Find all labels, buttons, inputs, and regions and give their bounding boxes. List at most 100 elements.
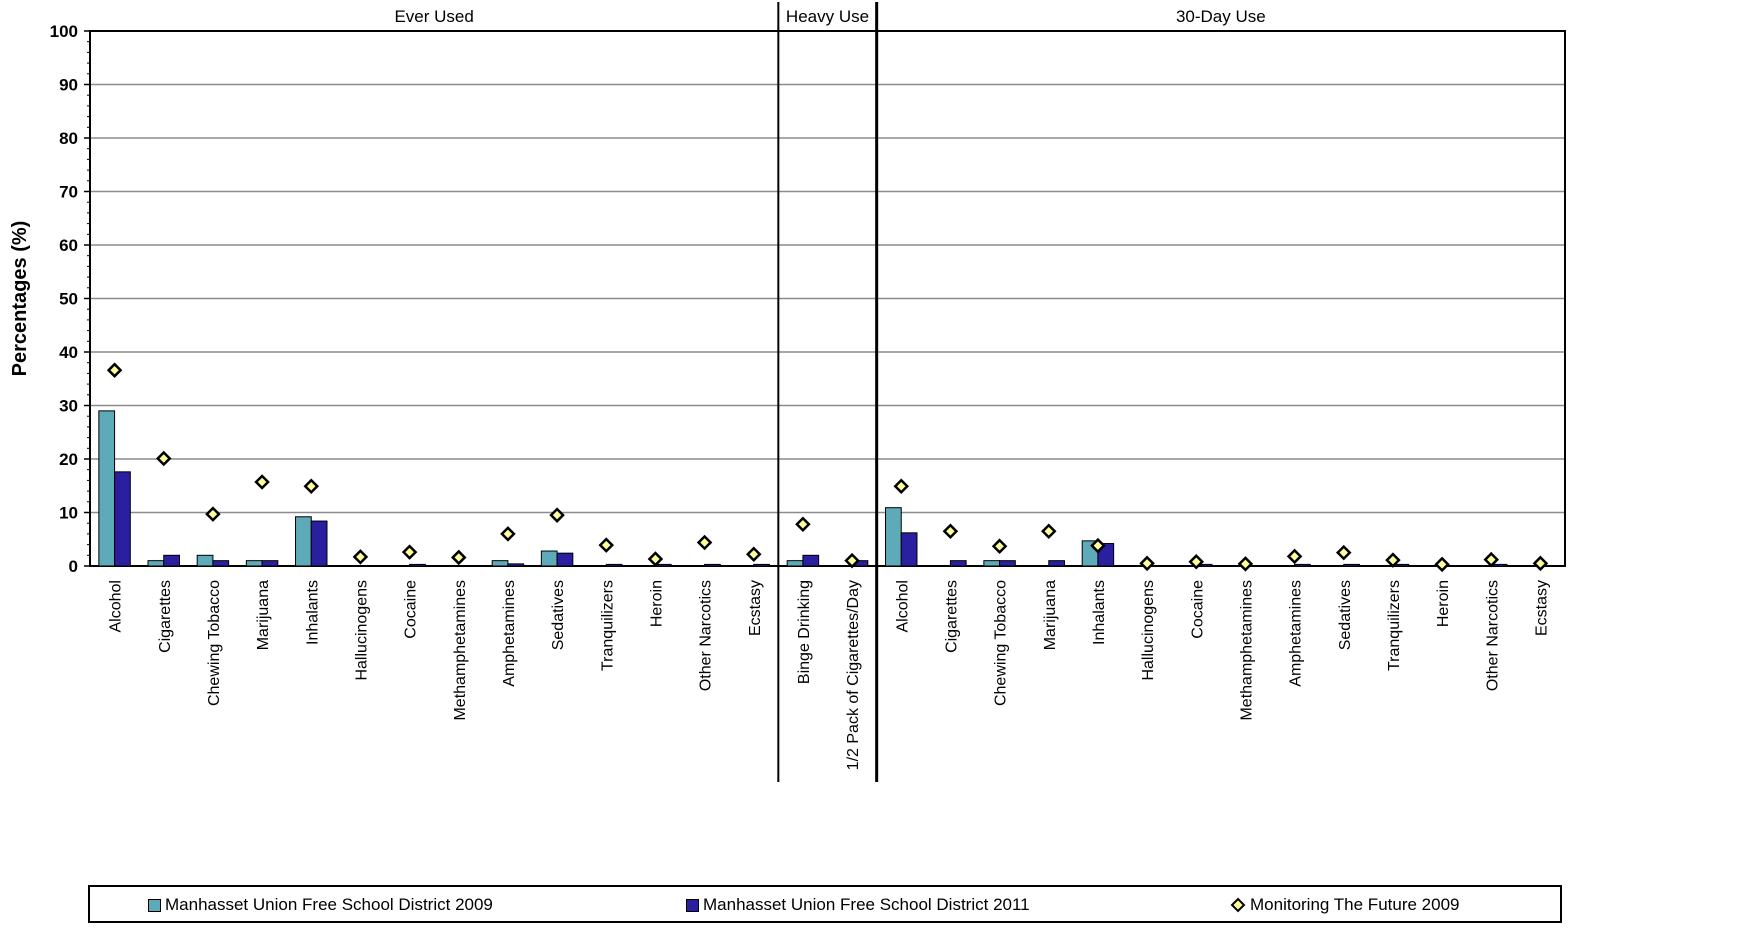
plot-frame [89, 30, 1566, 567]
bar-2011 [999, 560, 1016, 567]
bar-2011 [1343, 563, 1360, 567]
marker-mtf [1434, 556, 1450, 573]
legend-label-2011: Manhasset Union Free School District 201… [703, 895, 1030, 914]
bar-2011 [212, 560, 230, 567]
bar-2009 [295, 516, 312, 567]
x-tick-label: Chewing Tobacco [993, 580, 1010, 706]
bar-2011 [654, 563, 672, 567]
y-tick-label: 60 [59, 236, 78, 255]
y-tick-label: 20 [59, 450, 78, 469]
bar-2009 [983, 560, 1001, 567]
x-tick-label: Hallucinogens [353, 580, 370, 681]
bar-2011 [556, 552, 574, 567]
y-tick-label: 30 [59, 397, 78, 416]
legend-diamond-icon [1230, 897, 1246, 913]
bar-2011 [163, 554, 180, 567]
x-tick-label: Ecstasy [1533, 580, 1550, 636]
marker-mtf [254, 474, 270, 490]
x-tick-label: Cigarettes [943, 580, 960, 653]
x-tick-label: Alcohol [108, 580, 125, 632]
marker-mtf [155, 450, 172, 467]
bar-2011 [802, 554, 820, 567]
bar-2009 [786, 560, 804, 567]
chart-legend: Manhasset Union Free School District 200… [88, 885, 1562, 923]
marker-mtf [401, 544, 418, 560]
x-tick-label: Heroin [1435, 580, 1452, 627]
marker-mtf [893, 478, 910, 495]
x-tick-label: Hallucinogens [1140, 580, 1157, 681]
x-tick-label: Other Narcotics [1484, 580, 1501, 691]
x-tick-label: Heroin [648, 580, 665, 627]
x-tick-label: 1/2 Pack of Cigarettes/Day [845, 580, 862, 770]
bar-2011 [753, 563, 770, 567]
bar-2011 [900, 532, 918, 567]
legend-swatch-2009 [148, 898, 161, 912]
x-tick-label: Cigarettes [157, 580, 174, 653]
x-tick-label: Other Narcotics [698, 580, 715, 691]
x-tick-label: Chewing Tobacco [206, 580, 223, 706]
y-tick-label: 40 [59, 343, 78, 362]
marker-mtf [549, 507, 565, 523]
bar-2009 [98, 410, 116, 567]
bar-2011 [1048, 560, 1065, 567]
marker-mtf [352, 549, 369, 565]
marker-mtf [303, 478, 320, 495]
legend-item-2011: Manhasset Union Free School District 201… [686, 893, 1030, 917]
y-tick-label: 90 [59, 76, 78, 95]
bar-2009 [540, 550, 558, 567]
marker-mtf [205, 506, 221, 522]
y-tick-label: 0 [69, 557, 78, 576]
x-tick-label: Inhalants [304, 580, 321, 645]
bar-2011 [261, 560, 279, 567]
y-tick-label: 50 [59, 290, 78, 309]
marker-mtf [1532, 555, 1549, 572]
marker-mtf [1040, 523, 1057, 539]
x-tick-label: Tranquilizers [599, 580, 616, 671]
bar-2011 [704, 563, 721, 567]
marker-mtf [1188, 553, 1205, 570]
bar-2011 [1294, 563, 1311, 567]
marker-mtf [991, 538, 1008, 554]
marker-mtf [598, 537, 615, 553]
x-tick-label: Tranquilizers [1386, 580, 1403, 671]
x-tick-label: Alcohol [894, 580, 911, 632]
marker-mtf [647, 551, 664, 567]
y-tick-label: 70 [59, 183, 78, 202]
x-tick-label: Cocaine [403, 580, 420, 639]
x-tick-label: Amphetamines [1288, 580, 1305, 687]
marker-mtf [1237, 556, 1254, 572]
marker-mtf [1139, 555, 1155, 572]
x-tick-label: Sedatives [1337, 580, 1354, 650]
x-tick-label: Sedatives [550, 580, 567, 650]
bar-2009 [147, 560, 165, 567]
legend-label-mtf: Monitoring The Future 2009 [1250, 895, 1460, 914]
marker-mtf [844, 552, 860, 569]
x-tick-label: Marijuana [255, 580, 272, 650]
marker-mtf [942, 523, 959, 539]
x-tick-label: Ecstasy [747, 580, 764, 636]
bar-2011 [949, 560, 967, 567]
bar-chart: 0 10 20 30 40 50 60 70 80 90 100 Percentages (%) Eve… [9, 2, 1566, 782]
group-title: 30-Day Use [1176, 7, 1266, 26]
x-tick-label: Amphetamines [501, 580, 518, 687]
legend-label-2009: Manhasset Union Free School District 200… [165, 895, 493, 914]
y-axis-title: Percentages (%) [9, 221, 31, 377]
x-tick-label: Marijuana [1042, 580, 1059, 650]
marker-mtf [745, 546, 762, 562]
bar-2009 [196, 554, 214, 567]
y-tick-label: 10 [59, 504, 78, 523]
bar-2009 [885, 507, 902, 567]
bar-2011 [310, 520, 328, 567]
marker-mtf [500, 526, 516, 542]
marker-mtf [696, 534, 713, 551]
marker-mtf [106, 362, 123, 378]
y-tick-label: 100 [50, 22, 78, 41]
bar-2009 [491, 560, 509, 567]
marker-mtf [1483, 551, 1500, 568]
bar-2011 [605, 563, 623, 567]
marker-mtf [1090, 537, 1106, 554]
x-tick-label: Methamphetamines [452, 580, 469, 721]
x-tick-label: Inhalants [1091, 580, 1108, 645]
bar-2011 [409, 563, 426, 567]
x-tick-label: Binge Drinking [796, 580, 813, 684]
